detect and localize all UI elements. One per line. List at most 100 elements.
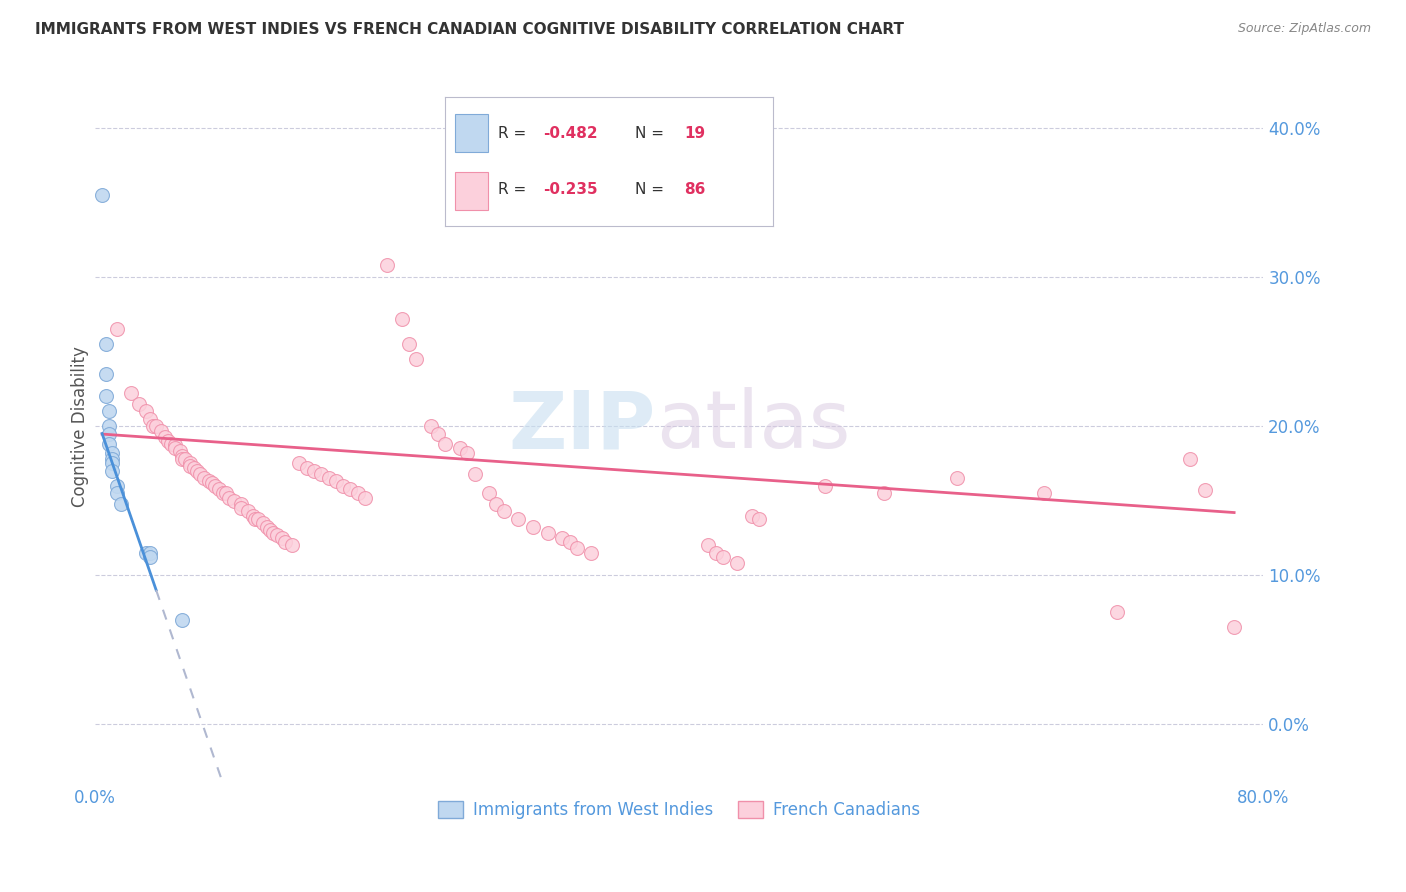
Point <box>405 352 427 367</box>
Y-axis label: Cognitive Disability: Cognitive Disability <box>72 346 89 507</box>
Point <box>252 516 274 530</box>
Point <box>215 486 238 500</box>
Point <box>96 367 118 381</box>
Point <box>101 456 124 470</box>
Point <box>1180 451 1202 466</box>
Point <box>456 446 478 460</box>
Point <box>427 426 450 441</box>
Point <box>375 258 398 272</box>
Legend: Immigrants from West Indies, French Canadians: Immigrants from West Indies, French Cana… <box>432 794 927 825</box>
Text: IMMIGRANTS FROM WEST INDIES VS FRENCH CANADIAN COGNITIVE DISABILITY CORRELATION : IMMIGRANTS FROM WEST INDIES VS FRENCH CA… <box>35 22 904 37</box>
Point <box>179 456 201 470</box>
Point <box>565 541 588 556</box>
Point <box>391 311 413 326</box>
Point <box>101 451 124 466</box>
Point <box>98 437 121 451</box>
Point <box>238 504 260 518</box>
Point <box>128 397 150 411</box>
Point <box>485 497 508 511</box>
Point <box>105 479 128 493</box>
Point <box>105 486 128 500</box>
Point <box>172 613 194 627</box>
Point <box>508 511 530 525</box>
Point <box>697 538 720 552</box>
Point <box>262 526 284 541</box>
Point <box>945 471 967 485</box>
Point <box>581 546 603 560</box>
Point <box>188 467 211 481</box>
Point <box>295 460 318 475</box>
Point <box>245 511 267 525</box>
Point <box>1107 606 1129 620</box>
Point <box>98 404 121 418</box>
Point <box>551 531 574 545</box>
Point <box>208 482 231 496</box>
Point <box>218 491 240 505</box>
Point <box>101 464 124 478</box>
Point <box>229 501 252 516</box>
Point <box>149 424 172 438</box>
Point <box>98 426 121 441</box>
Point <box>256 520 278 534</box>
Point <box>325 475 347 489</box>
Point <box>478 486 501 500</box>
Point <box>179 459 201 474</box>
Point <box>346 486 368 500</box>
Point <box>96 389 118 403</box>
Point <box>169 444 191 458</box>
Point <box>270 531 292 545</box>
Point <box>204 479 226 493</box>
Point <box>273 535 295 549</box>
Point <box>259 524 281 538</box>
Point <box>704 546 727 560</box>
Point <box>222 493 245 508</box>
Point <box>419 419 441 434</box>
Point <box>212 486 235 500</box>
Point <box>142 419 165 434</box>
Point <box>332 479 354 493</box>
Point <box>165 442 187 456</box>
Point <box>159 437 181 451</box>
Point <box>558 535 581 549</box>
Point <box>449 442 471 456</box>
Point <box>536 526 558 541</box>
Point <box>98 419 121 434</box>
Point <box>872 486 894 500</box>
Point <box>193 471 215 485</box>
Point <box>120 386 142 401</box>
Point <box>354 491 377 505</box>
Point <box>183 460 205 475</box>
Point <box>266 528 288 542</box>
Point <box>464 467 486 481</box>
Point <box>814 479 837 493</box>
Point <box>96 337 118 351</box>
Point <box>145 419 167 434</box>
Point <box>727 556 749 570</box>
Point <box>174 451 197 466</box>
Point <box>1194 483 1216 498</box>
Point <box>318 471 340 485</box>
Point <box>1223 620 1246 634</box>
Point <box>302 464 325 478</box>
Point <box>748 511 770 525</box>
Point <box>711 550 734 565</box>
Point <box>139 546 162 560</box>
Point <box>339 482 361 496</box>
Point <box>156 434 179 448</box>
Point <box>522 520 544 534</box>
Point <box>434 437 457 451</box>
Point <box>135 404 157 418</box>
Point <box>288 456 311 470</box>
Point <box>172 449 194 463</box>
Point <box>201 475 224 490</box>
Text: atlas: atlas <box>655 387 851 465</box>
Point <box>398 337 420 351</box>
Point <box>172 451 194 466</box>
Text: ZIP: ZIP <box>509 387 655 465</box>
Point <box>741 508 763 523</box>
Text: Source: ZipAtlas.com: Source: ZipAtlas.com <box>1237 22 1371 36</box>
Point <box>101 446 124 460</box>
Point <box>247 511 270 525</box>
Point <box>186 464 208 478</box>
Point <box>197 475 219 489</box>
